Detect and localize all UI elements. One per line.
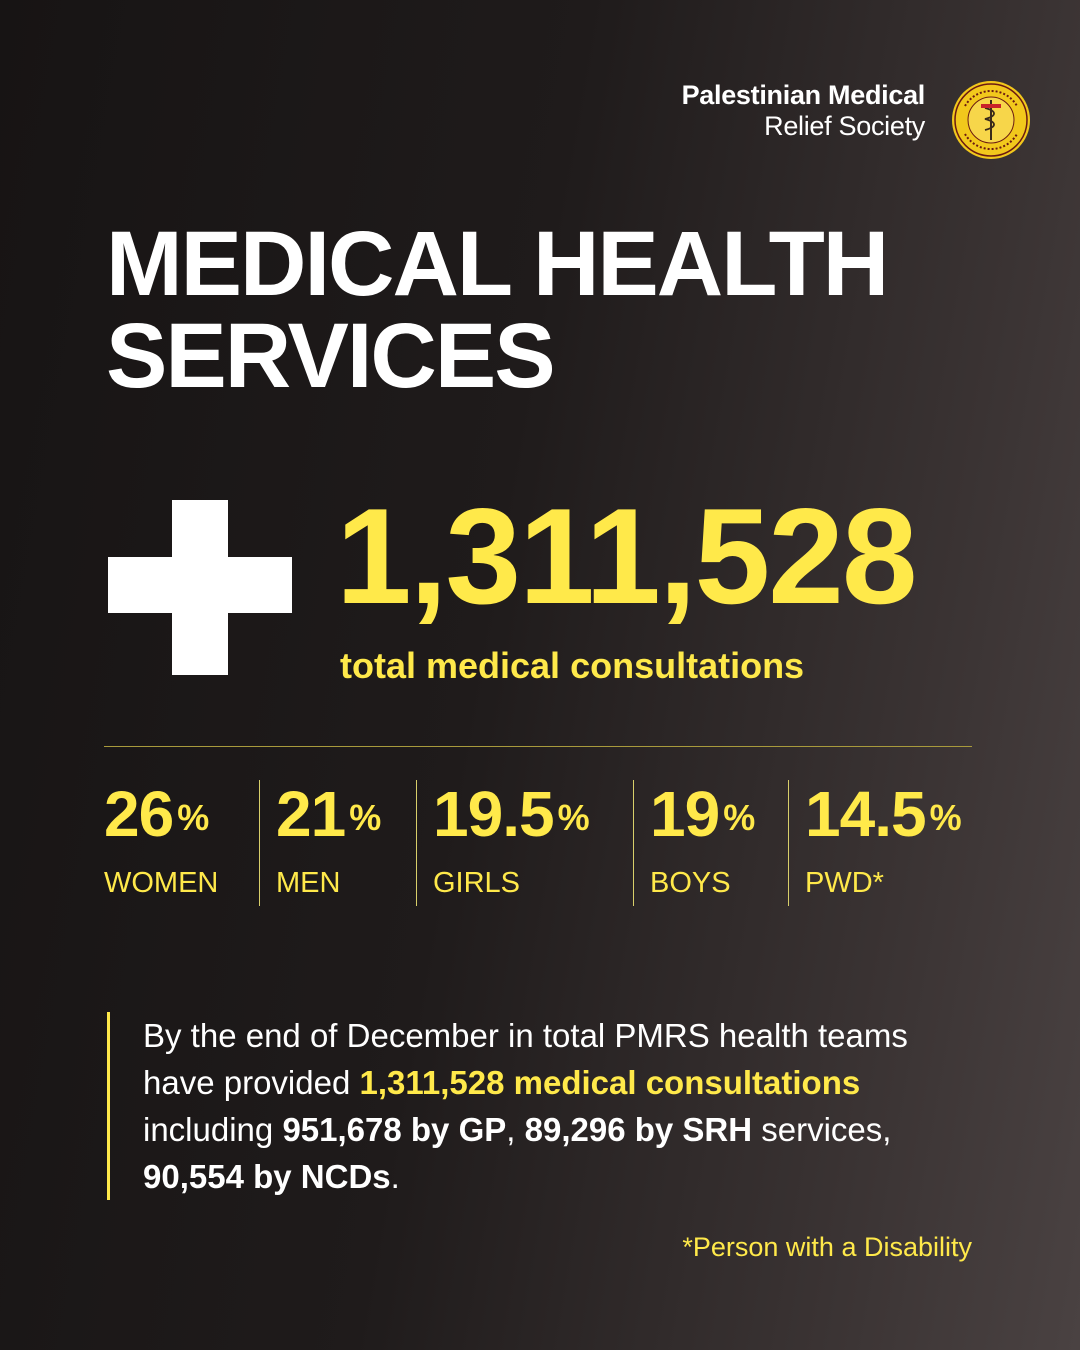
stat-men: 21% MEN <box>259 778 381 906</box>
pmrs-seal-logo-icon <box>952 81 1030 159</box>
summary-paragraph: By the end of December in total PMRS hea… <box>107 1012 963 1200</box>
org-name: Palestinian Medical Relief Society <box>681 80 926 142</box>
summary-gp: 951,678 by GP <box>282 1111 507 1148</box>
org-name-line2: Relief Society <box>764 111 925 141</box>
page-title: MEDICAL HEALTH SERVICES <box>106 213 889 407</box>
summary-ncds: 90,554 by NCDs <box>143 1158 391 1195</box>
summary-highlight: 1,311,528 medical consultations <box>359 1064 861 1101</box>
summary-srh: 89,296 by SRH <box>524 1111 753 1148</box>
stat-label: MEN <box>276 867 341 899</box>
stat-label: PWD* <box>805 867 884 899</box>
medical-cross-icon <box>108 500 292 675</box>
title-line2: SERVICES <box>106 305 556 407</box>
stat-value: 26% <box>104 778 209 850</box>
footnote: *Person with a Disability <box>682 1232 972 1262</box>
stat-pwd: 14.5% PWD* <box>788 778 962 906</box>
stat-label: GIRLS <box>433 867 521 899</box>
title-line1: MEDICAL HEALTH <box>106 213 889 315</box>
stat-girls: 19.5% GIRLS <box>416 778 590 906</box>
divider <box>104 746 972 747</box>
stat-label: BOYS <box>650 867 731 899</box>
total-consultations-value: 1,311,528 <box>336 480 918 632</box>
total-consultations-caption: total medical consultations <box>340 645 805 686</box>
stat-value: 21% <box>276 778 381 850</box>
stat-boys: 19% BOYS <box>633 778 755 906</box>
stat-value: 14.5% <box>805 778 962 850</box>
stat-women: 26% WOMEN <box>104 780 218 906</box>
stat-label: WOMEN <box>104 867 219 899</box>
stat-value: 19.5% <box>433 778 590 850</box>
stat-value: 19% <box>650 778 755 850</box>
org-name-line1: Palestinian Medical <box>681 80 926 110</box>
